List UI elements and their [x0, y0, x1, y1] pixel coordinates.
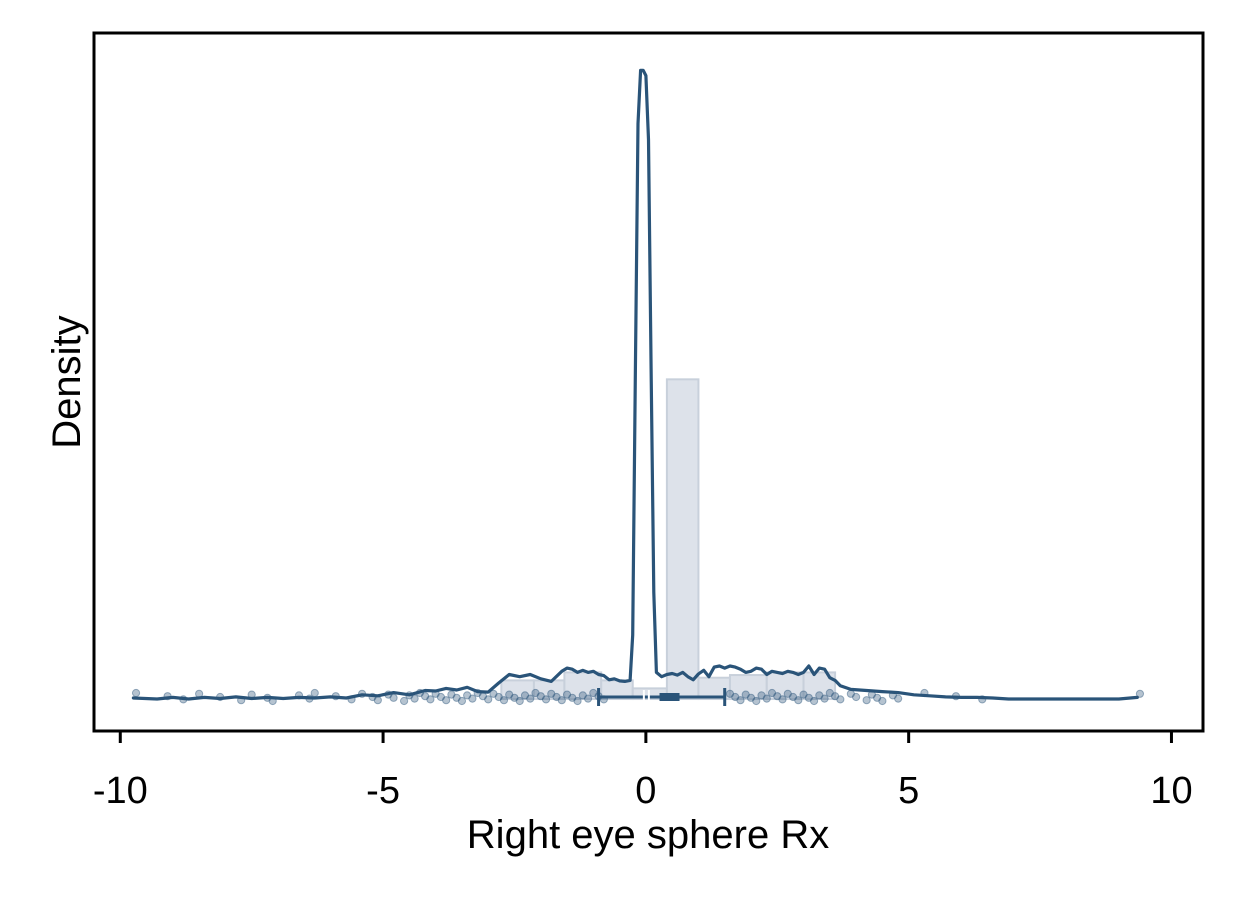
data-point [463, 691, 472, 700]
data-point [815, 691, 824, 700]
data-point [557, 696, 566, 705]
data-point [499, 696, 509, 705]
data-point [310, 688, 319, 698]
x-tick-label: 5 [898, 770, 919, 812]
data-point [589, 688, 598, 698]
data-point [573, 696, 582, 706]
data-point [736, 696, 745, 705]
data-point [373, 696, 382, 705]
histogram-bar [563, 671, 603, 701]
x-tick-label: 0 [635, 770, 656, 812]
x-axis: -10 -5 0 5 10 [93, 731, 1193, 812]
data-point [752, 696, 761, 706]
data-point [442, 696, 451, 705]
data-point [484, 695, 493, 704]
data-point [489, 689, 498, 698]
data-point [778, 695, 787, 704]
histogram-bar [665, 378, 700, 701]
data-point [552, 692, 561, 702]
data-point [825, 688, 834, 698]
data-point [510, 693, 519, 702]
density-curve-layer [131, 68, 1139, 701]
data-point [862, 696, 871, 705]
data-point [399, 696, 409, 706]
data-point [452, 693, 461, 702]
data-point [131, 688, 141, 698]
data-point [568, 693, 577, 702]
data-point [562, 690, 572, 699]
data-point [725, 689, 735, 698]
data-point [421, 692, 430, 701]
data-point [878, 696, 887, 706]
x-tick-label: -5 [366, 770, 400, 812]
data-point [494, 692, 503, 702]
data-point [389, 693, 398, 702]
data-point [426, 695, 435, 704]
data-point [457, 696, 467, 706]
density-curve [131, 68, 1139, 701]
data-point [436, 692, 445, 702]
data-point [505, 690, 514, 699]
data-point [531, 688, 540, 698]
points-layer [131, 688, 1145, 706]
x-tick-label: -10 [93, 770, 148, 812]
histogram-bar [802, 671, 837, 701]
box-mean-marker [659, 693, 680, 701]
data-point [410, 694, 419, 703]
data-point [583, 694, 593, 703]
data-point [536, 692, 545, 701]
plot-frame [92, 31, 1205, 733]
data-point [809, 696, 819, 706]
x-axis-title: Right eye sphere Rx [467, 813, 829, 857]
data-point [773, 692, 782, 701]
data-point [547, 689, 556, 698]
data-point [873, 693, 882, 702]
data-point [741, 690, 750, 699]
data-point [836, 695, 845, 704]
data-point [804, 693, 813, 702]
data-point [731, 692, 740, 702]
data-point [852, 692, 861, 702]
data-point [447, 690, 456, 699]
data-point [515, 696, 524, 706]
y-axis-title: Density [45, 315, 89, 448]
data-point [762, 694, 771, 703]
data-point [757, 691, 766, 700]
data-point [520, 691, 530, 700]
data-point [541, 695, 551, 704]
data-point [830, 692, 840, 701]
data-point [1135, 689, 1145, 698]
data-point [578, 691, 587, 700]
data-point [794, 696, 803, 705]
data-point [894, 694, 903, 703]
data-point [468, 694, 477, 703]
data-point [526, 694, 535, 703]
data-point [746, 693, 756, 702]
data-point [783, 689, 792, 698]
data-point [820, 694, 829, 703]
data-point [767, 688, 777, 698]
data-point [788, 692, 798, 702]
boxplot-layer [597, 688, 727, 706]
data-point [799, 690, 808, 699]
x-tick-label: 10 [1150, 770, 1192, 812]
